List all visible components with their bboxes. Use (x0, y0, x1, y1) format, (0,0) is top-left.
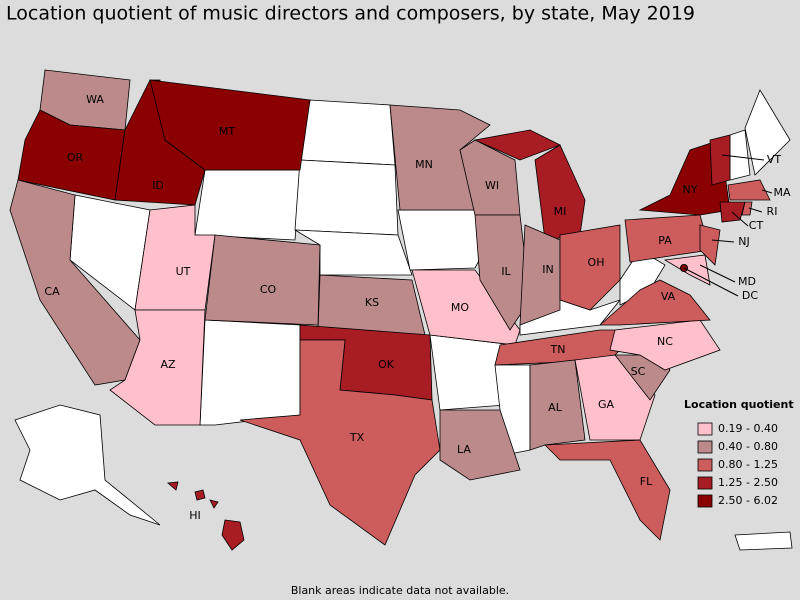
title: Location quotient of music directors and… (6, 3, 695, 25)
legend-label: 0.19 - 0.40 (718, 422, 778, 435)
states: WA OR CA ID MT UT AZ CO KS OK TX MN MO LA WI IL MI IN OH TN… (9, 69, 791, 551)
state-label: LA (457, 443, 471, 456)
state (459, 139, 521, 216)
state-label: MO (451, 301, 469, 314)
state-label: GA (598, 398, 615, 411)
state-label: KS (365, 296, 379, 309)
state-label: CT (749, 219, 764, 232)
note: Blank areas indicate data not available. (291, 584, 509, 597)
state (167, 481, 245, 551)
leader-line (761, 189, 773, 194)
legend-swatch (697, 476, 713, 490)
state-blank (199, 319, 301, 426)
leader-line (699, 264, 736, 283)
state-label: VA (661, 290, 676, 303)
state-label: DC (742, 289, 758, 302)
state-label: HI (189, 509, 201, 522)
state-label: OR (67, 151, 84, 164)
state (411, 269, 521, 346)
state-label: PA (658, 234, 672, 247)
state-label: TX (349, 431, 365, 444)
state (741, 201, 753, 216)
legend-label: 0.40 - 0.80 (718, 440, 778, 453)
state-blank (734, 531, 793, 551)
state-label: VT (767, 153, 782, 166)
state (544, 439, 671, 541)
state-label: TN (550, 343, 566, 356)
legend-swatch (697, 422, 713, 436)
state-label: IL (501, 265, 511, 278)
leader-line (721, 154, 765, 161)
legend-swatch (697, 458, 713, 472)
state-label: MN (415, 158, 433, 171)
state (109, 309, 206, 426)
state (204, 234, 321, 326)
state (609, 319, 721, 371)
state-label: IN (542, 263, 553, 276)
state (598, 279, 711, 326)
legend: Location quotient 0.19 - 0.40 0.40 - 0.80… (684, 398, 794, 508)
state-label: CO (260, 283, 277, 296)
legend-label: 1.25 - 2.50 (718, 476, 778, 489)
state (439, 409, 521, 481)
state-label: OH (588, 256, 605, 269)
state-label: AZ (160, 358, 176, 371)
state-blank (299, 99, 396, 166)
state-label: WI (485, 179, 499, 192)
state (239, 339, 441, 546)
state-blank (294, 159, 399, 236)
legend-title: Location quotient (684, 398, 794, 411)
state-label: NJ (738, 235, 749, 248)
leader-line (683, 267, 739, 297)
state-blank (14, 404, 161, 526)
state-label: MA (773, 186, 790, 199)
legend-label: 2.50 - 6.02 (718, 494, 778, 507)
legend-swatch (697, 440, 713, 454)
state-label: FL (640, 475, 653, 488)
state (519, 224, 561, 326)
state (709, 134, 731, 186)
state-label: MI (554, 205, 567, 218)
state-blank (294, 229, 413, 276)
state-label: UT (176, 265, 191, 278)
state (559, 224, 621, 311)
leader-line (748, 207, 763, 213)
state (529, 359, 586, 451)
legend-label: 0.80 - 1.25 (718, 458, 778, 471)
blank-states (14, 89, 793, 551)
state-label: MT (219, 125, 235, 138)
state-label: NY (683, 183, 698, 196)
leader-line (711, 239, 735, 243)
state-label: AL (548, 401, 563, 414)
state (474, 214, 531, 331)
state-blank (194, 169, 301, 241)
state-label: SC (631, 365, 646, 378)
legend-swatch (697, 494, 713, 508)
leader-line (731, 211, 749, 227)
state-label: WA (86, 93, 104, 106)
state-label: CA (44, 285, 60, 298)
state (149, 79, 311, 171)
state (727, 179, 771, 201)
state-label: MD (738, 275, 756, 288)
state-blank (744, 89, 791, 176)
state-label: NC (657, 335, 673, 348)
state-label: OK (378, 358, 395, 371)
state-label: RI (767, 205, 778, 218)
state-label: ID (152, 179, 164, 192)
